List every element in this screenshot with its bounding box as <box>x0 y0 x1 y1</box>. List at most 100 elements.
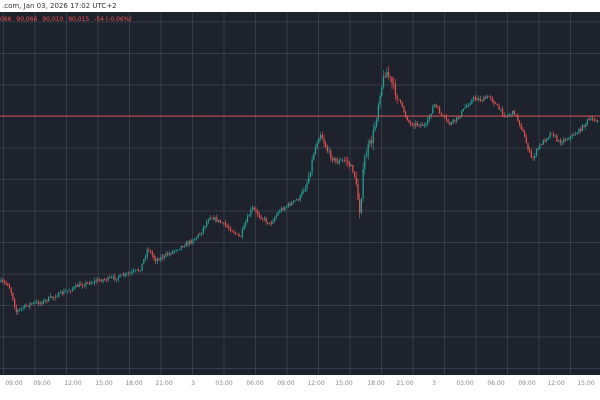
candle-down <box>388 71 390 77</box>
candle-down <box>265 218 267 223</box>
candle-down <box>226 225 228 227</box>
candle-down <box>479 98 481 101</box>
close-value: 90,015 <box>68 16 90 23</box>
candle-up <box>42 300 45 304</box>
candle-down <box>437 106 439 108</box>
time-axis[interactable]: 09:00 09:00 12:00 15:00 18:00 21:00 3 03:00 06:0… <box>0 375 600 400</box>
candle-up <box>0 280 2 282</box>
candle-down <box>389 76 391 78</box>
candle-up <box>32 302 34 304</box>
candle-up <box>430 113 432 117</box>
candle-down <box>330 150 332 159</box>
candle-down <box>481 100 483 102</box>
candle-down <box>411 123 413 126</box>
candle-down <box>527 143 529 150</box>
candle-up <box>19 308 21 311</box>
candle-up <box>376 118 378 127</box>
candle-up <box>49 296 51 298</box>
candle-up <box>53 296 55 298</box>
candle-up <box>277 212 279 216</box>
candle-down <box>580 128 582 132</box>
candle-down <box>289 203 291 206</box>
candle-up <box>569 136 572 140</box>
candle-up <box>512 110 514 115</box>
candle-up <box>245 222 247 226</box>
candle-up <box>469 103 471 106</box>
candle-down <box>87 282 89 284</box>
candle-up <box>299 195 301 201</box>
candle-up <box>269 222 271 224</box>
candle-down <box>442 114 444 116</box>
candle-up <box>291 202 293 206</box>
candle-down <box>352 165 354 173</box>
candle-down <box>556 135 558 142</box>
candle-up <box>473 97 475 100</box>
candle-down <box>46 299 48 302</box>
candle-up <box>279 211 281 213</box>
candle-up <box>134 270 136 271</box>
candle-up <box>377 104 379 119</box>
candle-up <box>207 220 209 222</box>
candle-down <box>148 249 150 251</box>
candle-up <box>143 259 145 264</box>
candle-down <box>357 184 359 200</box>
candle-up <box>328 150 330 152</box>
candle-down <box>355 177 357 185</box>
candle-down <box>282 208 284 210</box>
candle-up <box>90 282 92 285</box>
candle-up <box>24 304 26 308</box>
candle-up <box>17 310 19 313</box>
candle-up <box>303 191 305 193</box>
candle-up <box>450 122 453 125</box>
candle-down <box>513 110 515 115</box>
candle-down <box>399 99 402 103</box>
candle-up <box>301 191 303 196</box>
candle-down <box>41 302 43 304</box>
candle-down <box>182 245 184 248</box>
candle-up <box>381 86 383 96</box>
candle-down <box>258 214 260 217</box>
candle-down <box>7 283 9 286</box>
grid <box>0 12 600 375</box>
candle-up <box>68 290 70 292</box>
candle-down <box>573 134 575 136</box>
candle-down <box>393 83 395 85</box>
candle-up <box>420 124 422 126</box>
candle-down <box>260 216 262 219</box>
candle-down <box>529 149 531 152</box>
candle-down <box>337 161 339 164</box>
candle-up <box>107 277 109 281</box>
candle-down <box>398 98 400 100</box>
candle-up <box>534 155 536 158</box>
candle-up <box>425 124 427 125</box>
candle-up <box>156 258 158 262</box>
candle-up <box>56 296 58 298</box>
candle-up <box>568 139 570 140</box>
candle-up <box>294 200 296 202</box>
candle-down <box>228 226 230 229</box>
candle-up <box>197 234 199 238</box>
candle-down <box>80 283 82 286</box>
candle-up <box>250 209 252 216</box>
chart-area[interactable]: 066 90,066 90,010 90,015 -54 (-0.06%) <box>0 12 600 375</box>
candle-down <box>588 119 590 120</box>
candle-up <box>338 160 340 164</box>
candle-up <box>194 238 196 241</box>
candle-down <box>354 172 356 177</box>
x-tick-label: 09:00 <box>5 380 22 387</box>
candle-up <box>316 143 318 148</box>
candle-down <box>474 97 476 99</box>
candle-up <box>97 279 99 282</box>
candlestick-chart[interactable] <box>0 12 600 375</box>
candle-down <box>270 222 272 224</box>
candle-down <box>15 307 17 313</box>
header-text: .com, Jan 03, 2026 17:02 UTC+2 <box>2 2 117 10</box>
candle-up <box>71 288 73 291</box>
candle-up <box>65 291 67 292</box>
candle-down <box>212 217 215 220</box>
candle-down <box>541 144 543 146</box>
candle-down <box>138 269 140 272</box>
candle-up <box>597 120 599 122</box>
candle-up <box>92 282 94 284</box>
candle-down <box>153 255 155 259</box>
